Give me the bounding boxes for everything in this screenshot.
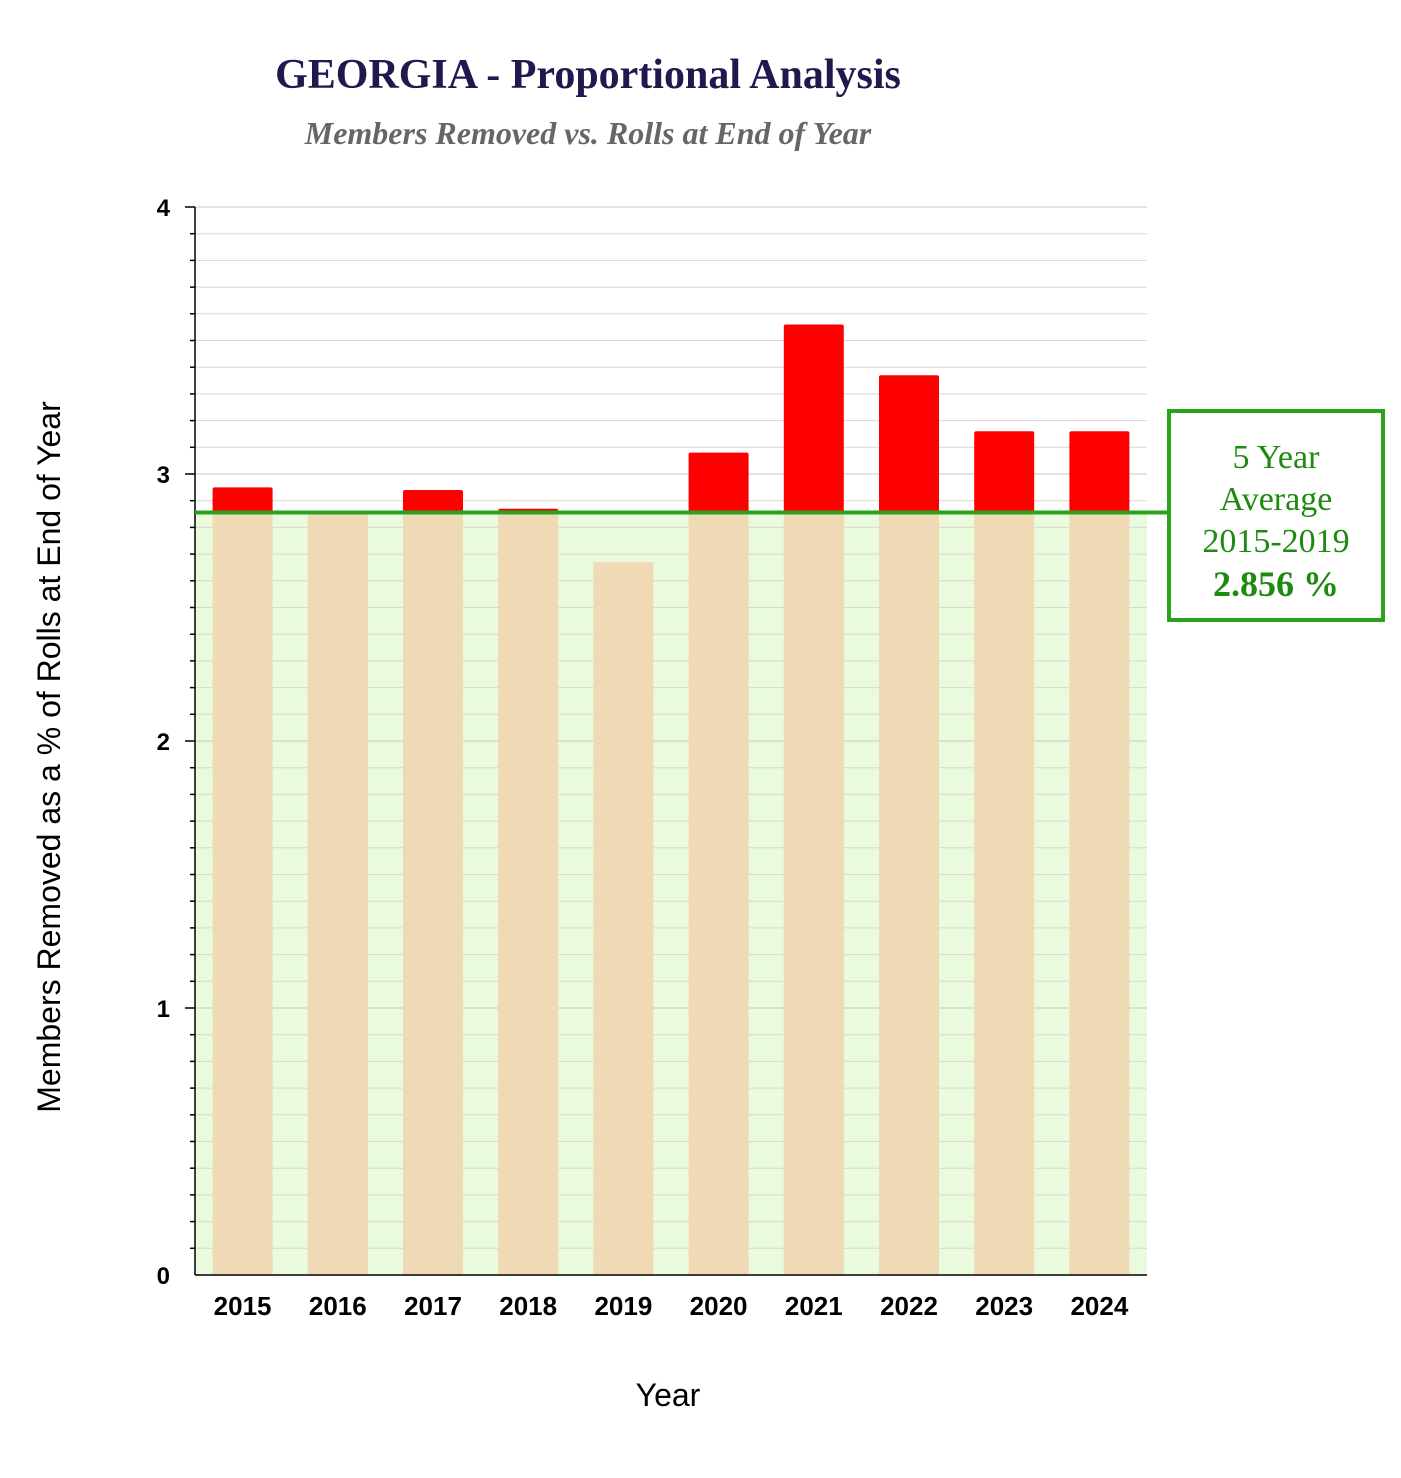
x-tick-label: 2016 <box>309 1291 367 1321</box>
y-tick-label: 3 <box>157 462 170 489</box>
plot-area: 2015 2016 2017 2018 2019 2020 2021 2022 2023 2024… <box>157 195 1169 1321</box>
x-tick-label: 2015 <box>214 1291 272 1321</box>
annotation-line-2: Average <box>1219 481 1333 518</box>
y-tick-label: 0 <box>157 1263 170 1290</box>
bar-2024-above-average <box>1069 431 1130 513</box>
five-year-average-annotation: 5 Year Average 2015-2019 2.856 % <box>1167 409 1385 622</box>
x-tick-label: 2022 <box>880 1291 938 1321</box>
x-tick-label: 2018 <box>499 1291 557 1321</box>
chart-subtitle: Members Removed vs. Rolls at End of Year <box>304 115 872 151</box>
bar-2022-below-average <box>879 512 939 1275</box>
bar-2021-below-average <box>783 512 844 1275</box>
y-tick-label: 2 <box>157 729 170 756</box>
annotation-line-3: 2015-2019 <box>1202 523 1350 560</box>
bar-2020-below-average <box>688 512 749 1275</box>
bar-2020-above-average <box>688 452 749 513</box>
y-tick-label: 1 <box>157 996 170 1023</box>
annotation-line-1: 5 Year <box>1232 439 1320 476</box>
bar-2017-below-average <box>403 512 463 1275</box>
bar-2017-above-average <box>403 490 463 513</box>
bar-2019-below-average <box>593 562 654 1275</box>
bar-2018-below-average <box>498 512 559 1275</box>
bar-2015-above-average <box>212 487 273 513</box>
x-tick-label: 2023 <box>975 1291 1033 1321</box>
bar-2022-above-average <box>879 375 939 513</box>
x-tick-label: 2021 <box>785 1291 843 1321</box>
y-tick-label: 4 <box>157 195 171 222</box>
bar-2021-above-average <box>783 324 844 513</box>
bar-2015-below-average <box>212 512 273 1275</box>
bar-2016-below-average <box>307 514 368 1275</box>
bar-2023-below-average <box>974 512 1035 1275</box>
x-tick-label: 2019 <box>594 1291 652 1321</box>
bar-2023-above-average <box>974 431 1035 513</box>
x-axis-label: Year <box>636 1377 701 1413</box>
y-axis-label: Members Removed as a % of Rolls at End o… <box>31 401 67 1113</box>
x-tick-label: 2024 <box>1070 1291 1128 1321</box>
chart-title: GEORGIA - Proportional Analysis <box>275 52 901 98</box>
x-tick-label: 2020 <box>690 1291 748 1321</box>
x-tick-label: 2017 <box>404 1291 462 1321</box>
annotation-average-value: 2.856 % <box>1213 564 1339 604</box>
bar-2024-below-average <box>1069 512 1130 1275</box>
